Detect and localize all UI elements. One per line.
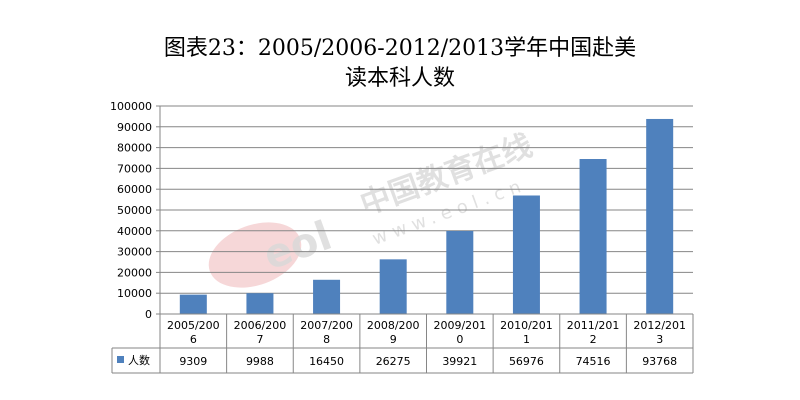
y-tick-label: 20000: [117, 266, 152, 279]
chart-title-line2: 读本科人数: [344, 66, 455, 91]
y-tick-label: 0: [145, 308, 152, 321]
bar: [646, 118, 674, 315]
data-table-value: 93768: [642, 355, 677, 368]
y-tick-label: 100000: [110, 100, 152, 113]
bar: [579, 159, 607, 314]
bar: [512, 195, 540, 314]
y-tick-label: 80000: [117, 142, 152, 155]
x-tick-label: 2008/200: [367, 319, 420, 332]
x-tick-label-cont: 0: [456, 333, 463, 346]
data-table-value: 26275: [376, 355, 411, 368]
watermark-logo: [208, 222, 302, 288]
bar: [446, 230, 474, 314]
data-table-value: 74516: [576, 355, 611, 368]
x-tick-label: 2006/200: [234, 319, 287, 332]
x-tick-label-cont: 7: [256, 333, 263, 346]
x-tick-label: 2012/201: [633, 319, 686, 332]
x-tick-label-cont: 8: [323, 333, 330, 346]
x-tick-label-cont: 9: [390, 333, 397, 346]
bar: [313, 279, 341, 314]
legend-swatch: [117, 356, 124, 363]
x-tick-label: 2011/201: [567, 319, 620, 332]
x-tick-label: 2005/200: [167, 319, 220, 332]
bar: [179, 294, 207, 314]
x-tick-label-cont: 2: [590, 333, 597, 346]
chart-title-line1: 图表23：2005/2006-2012/2013学年中国赴美: [163, 36, 637, 61]
y-tick-label: 50000: [117, 204, 152, 217]
x-tick-label-cont: 3: [656, 333, 663, 346]
data-table-value: 16450: [309, 355, 344, 368]
x-tick-label-cont: 1: [523, 333, 530, 346]
data-table-value: 39921: [442, 355, 477, 368]
y-tick-label: 60000: [117, 183, 152, 196]
data-table-value: 9988: [246, 355, 274, 368]
y-tick-label: 30000: [117, 246, 152, 259]
x-tick-label: 2009/201: [433, 319, 486, 332]
data-table-value: 9309: [179, 355, 207, 368]
y-tick-label: 40000: [117, 225, 152, 238]
x-tick-label: 2007/200: [300, 319, 353, 332]
x-tick-label: 2010/201: [500, 319, 553, 332]
y-tick-label: 10000: [117, 287, 152, 300]
bar: [379, 259, 407, 314]
bar: [246, 293, 274, 314]
legend-label: 人数: [128, 354, 150, 367]
x-tick-label-cont: 6: [190, 333, 197, 346]
data-table-value: 56976: [509, 355, 544, 368]
y-tick-label: 90000: [117, 121, 152, 134]
y-tick-label: 70000: [117, 162, 152, 175]
